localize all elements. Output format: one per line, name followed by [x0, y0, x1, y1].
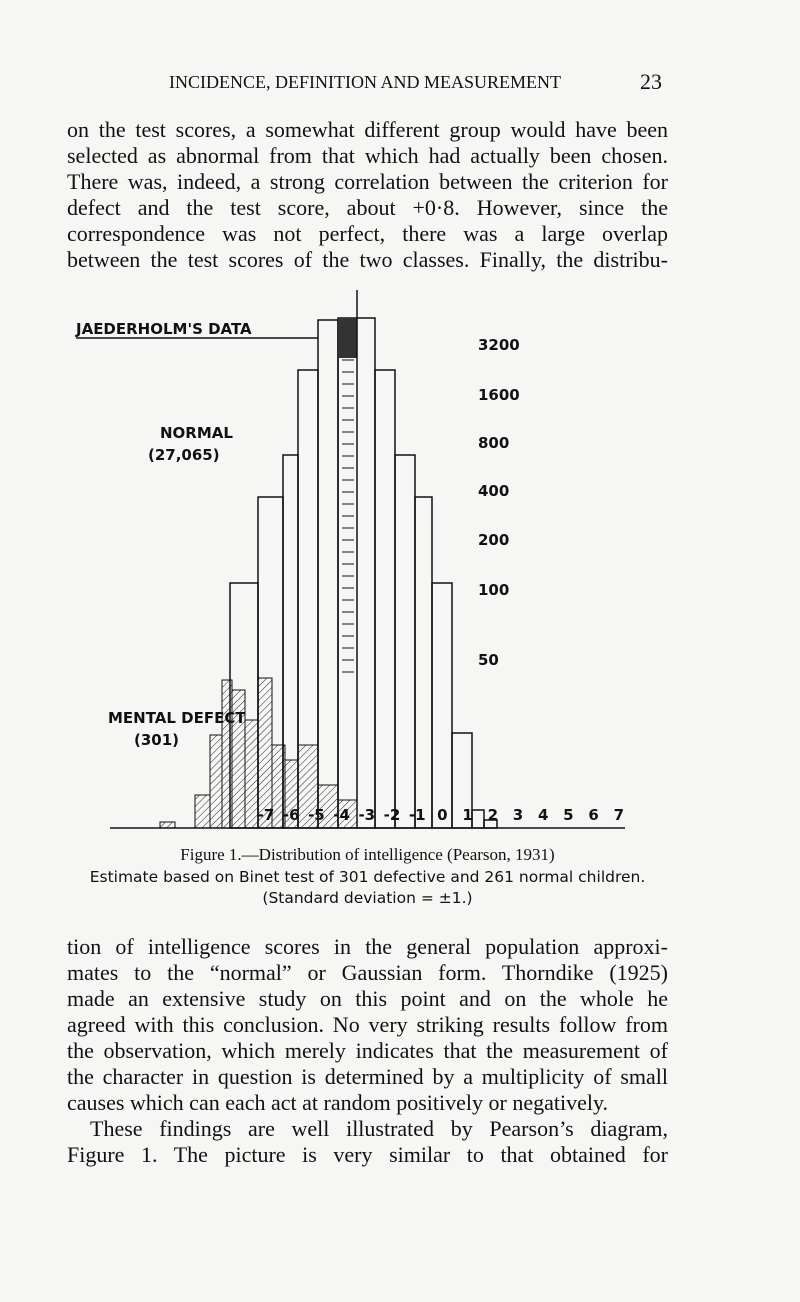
scale-label: 200: [478, 531, 509, 549]
text-line: There was, indeed, a strong correlation …: [67, 169, 668, 194]
scale-label: 3200: [478, 336, 520, 354]
text-line: between the test scores of the two class…: [67, 247, 668, 272]
x-label: 6: [588, 806, 598, 824]
text-line: mates to the “normal” or Gaussian form. …: [67, 960, 668, 985]
defect-bar: [159, 821, 176, 829]
x-label: -4: [333, 806, 350, 824]
x-label: -5: [308, 806, 325, 824]
x-label: 0: [437, 806, 447, 824]
x-label: -2: [384, 806, 401, 824]
normal-bar: [374, 369, 396, 829]
page-number: 23: [640, 69, 662, 94]
figure-title: JAEDERHOLM'S DATA: [75, 320, 252, 338]
x-label: -7: [258, 806, 275, 824]
scale-label: 1600: [478, 386, 520, 404]
normal-bar: [414, 496, 433, 829]
text-line: Figure 1. The picture is very similar to…: [67, 1142, 668, 1167]
text-line: the character in question is determined …: [67, 1064, 668, 1089]
scale-label: 400: [478, 482, 509, 500]
text-line: on the test scores, a somewhat different…: [67, 117, 668, 142]
text-line: agreed with this conclusion. No very str…: [67, 1012, 668, 1037]
text-line: These findings are well illustrated by P…: [90, 1116, 668, 1141]
caption-line: (Standard deviation = ±1.): [262, 889, 473, 907]
defect-count: (301): [134, 731, 179, 749]
x-label: 1: [462, 806, 472, 824]
x-label: 5: [563, 806, 573, 824]
text-line: the observation, which merely indicates …: [67, 1038, 668, 1063]
peak-block: [338, 318, 357, 358]
x-label: -3: [358, 806, 375, 824]
normal-bar: [317, 319, 339, 829]
text-line: selected as abnormal from that which had…: [67, 143, 668, 168]
normal-label: NORMAL: [160, 424, 233, 442]
histogram: [159, 317, 498, 829]
x-label: -1: [409, 806, 426, 824]
x-label: 2: [488, 806, 498, 824]
scale-label: 100: [478, 581, 509, 599]
caption-line: Figure 1.—Distribution of intelligence (…: [180, 845, 555, 864]
defect-bar: [209, 734, 223, 829]
text-line: correspondence was not perfect, there wa…: [67, 221, 668, 246]
scale-label: 50: [478, 651, 499, 669]
x-label: 4: [538, 806, 548, 824]
normal-bar: [394, 454, 416, 829]
x-label: 3: [513, 806, 523, 824]
running-head: INCIDENCE, DEFINITION AND MEASUREMENT: [169, 72, 561, 92]
defect-bar: [244, 719, 259, 829]
text-line: made an extensive study on this point an…: [67, 986, 668, 1011]
defect-bar: [194, 794, 211, 829]
scale-label: 800: [478, 434, 509, 452]
text-line: defect and the test score, about +0·8. H…: [67, 195, 668, 220]
defect-label: MENTAL DEFECT: [108, 709, 246, 727]
x-label: 7: [614, 806, 624, 824]
text-line: tion of intelligence scores in the gener…: [67, 934, 668, 959]
normal-bar: [471, 809, 485, 829]
normal-bar: [431, 582, 453, 829]
caption-line: Estimate based on Binet test of 301 defe…: [89, 868, 646, 886]
text-line: causes which can each act at random posi…: [67, 1090, 609, 1115]
normal-count: (27,065): [148, 446, 220, 464]
x-label: -6: [283, 806, 300, 824]
figure: JAEDERHOLM'S DATA NORMAL (27,065) MENTAL…: [75, 290, 625, 829]
